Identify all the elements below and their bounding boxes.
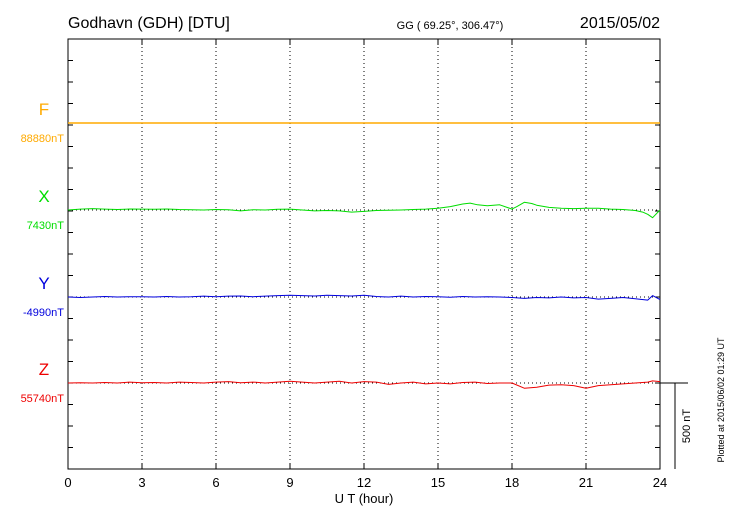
- series-line-z: [67, 380, 661, 389]
- x-tick-label: 0: [64, 475, 71, 490]
- x-tick-label: 21: [579, 475, 593, 490]
- series-line-y: [67, 294, 661, 301]
- series-name-x: X: [38, 187, 49, 206]
- scale-bar-label: 500 nT: [681, 409, 693, 444]
- series-baseline-x: 7430nT: [27, 220, 65, 232]
- series-baseline-f: 88880nT: [21, 133, 65, 145]
- series-layer: [67, 122, 661, 389]
- x-tick-label: 6: [212, 475, 219, 490]
- grid-layer: [67, 38, 661, 470]
- series-name-y: Y: [38, 274, 49, 293]
- station-coordinates: GG ( 69.25°, 306.47°): [397, 20, 504, 32]
- series-baseline-y: -4990nT: [23, 307, 64, 319]
- x-tick-label: 18: [505, 475, 519, 490]
- x-tick-label: 15: [431, 475, 445, 490]
- series-line-x: [67, 201, 661, 219]
- x-axis-title: U T (hour): [335, 491, 394, 506]
- plotted-timestamp: Plotted at 2015/06/02 01:29 UT: [716, 337, 726, 463]
- plot-date: 2015/05/02: [580, 15, 660, 32]
- x-tick-label: 3: [138, 475, 145, 490]
- series-name-f: F: [39, 100, 49, 119]
- label-layer: 0 3 6 9 12 15 18 21 24 F 88880nT X 7430nT Y -4990nT Z 55…: [21, 100, 668, 490]
- series-name-z: Z: [39, 360, 49, 379]
- x-tick-label: 24: [653, 475, 667, 490]
- series-baseline-z: 55740nT: [21, 393, 65, 405]
- station-title: Godhavn (GDH) [DTU]: [68, 15, 230, 32]
- x-tick-label: 9: [286, 475, 293, 490]
- x-tick-label: 12: [357, 475, 371, 490]
